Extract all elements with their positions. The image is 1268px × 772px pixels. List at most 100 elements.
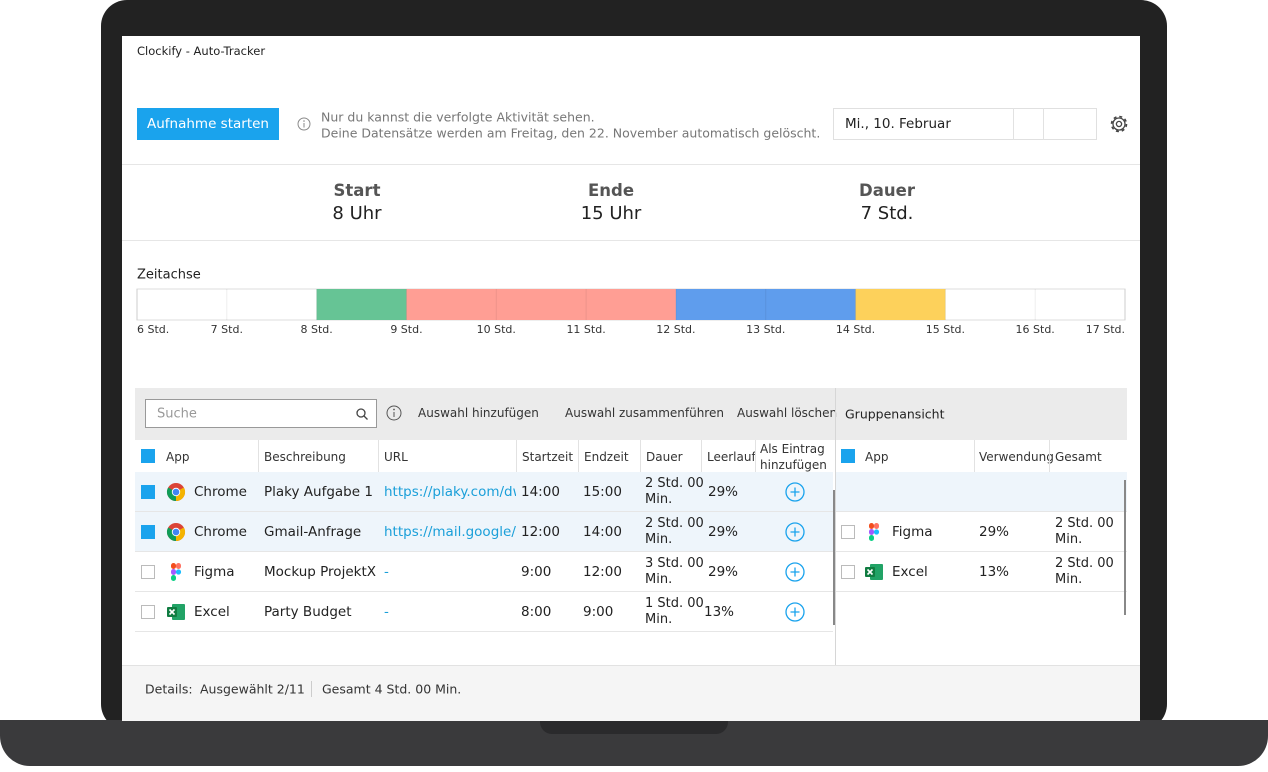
idle: 29%	[708, 484, 739, 500]
timeline-tick-label: 6 Std.	[137, 323, 169, 336]
app-name: Excel	[194, 604, 230, 620]
total: 2 Std. 00 Min.	[1055, 556, 1114, 587]
summary-label: Ende	[587, 181, 635, 200]
end-time: 15:00	[583, 484, 622, 500]
action-button[interactable]: Auswahl löschen	[737, 406, 838, 420]
timeline-segment	[316, 289, 407, 320]
column-header: Beschreibung	[264, 450, 346, 464]
usage: 13%	[979, 564, 1010, 580]
footer-total: Gesamt 4 Std. 00 Min.	[322, 681, 462, 697]
column-header: Startzeit	[522, 450, 574, 464]
duration: 2 Std. 00 Min.	[645, 476, 704, 507]
timeline-title: Zeitachse	[137, 267, 201, 283]
timeline-segment	[855, 289, 946, 320]
end-time: 12:00	[583, 564, 622, 580]
total: 2 Std. 00 Min.	[1055, 516, 1114, 547]
settings-icon[interactable]	[1109, 114, 1129, 134]
timeline-tick-label: 10 Std.	[477, 323, 516, 336]
search-box[interactable]	[145, 399, 377, 428]
date-label: Mi., 10. Februar	[845, 116, 951, 132]
column-header: Als Eintrag hinzufügen	[760, 442, 827, 472]
timeline-tick-label: 12 Std.	[656, 323, 695, 336]
row-checkbox	[841, 525, 855, 539]
summary-value: 15 Uhr	[580, 203, 642, 224]
start-time: 9:00	[521, 564, 552, 580]
date-picker[interactable]	[833, 108, 1097, 140]
app-name: Chrome	[194, 484, 247, 500]
action-button[interactable]: Auswahl zusammenführen	[565, 406, 724, 420]
url: -	[384, 564, 389, 580]
footer-label: Details:	[145, 681, 193, 697]
summary-label: Dauer	[859, 181, 915, 200]
timeline-tick-label: 8 Std.	[300, 323, 332, 336]
row-checkbox	[141, 525, 155, 539]
timeline-tick-label: 16 Std.	[1016, 323, 1055, 336]
app-name: Chrome	[194, 524, 247, 540]
start-button[interactable]: Aufnahme starten	[137, 108, 279, 140]
add-entry-button[interactable]	[785, 482, 805, 506]
notice-line: Deine Datensätze werden am Freitag, den …	[321, 125, 821, 141]
add-entry-button[interactable]	[785, 602, 805, 626]
column-header: Gesamt	[1055, 450, 1102, 464]
end-time: 14:00	[583, 524, 622, 540]
laptop-notch	[540, 720, 728, 734]
column-header: URL	[384, 450, 408, 464]
row-checkbox	[141, 485, 155, 499]
timeline: 6 Std. 7 Std. 8 Std. 9 Std. 10 Std. 11 Std. 12…	[136, 288, 1126, 336]
app-name: Excel	[892, 564, 928, 580]
footer	[122, 665, 1140, 721]
timeline-segment	[406, 289, 676, 320]
row-checkbox	[841, 565, 855, 579]
column-header: Verwendung	[979, 450, 1054, 464]
row-checkbox	[141, 565, 155, 579]
app-icon	[166, 562, 186, 586]
duration: 2 Std. 00 Min.	[645, 516, 704, 547]
app-icon	[864, 522, 884, 546]
screen	[122, 36, 1140, 720]
summary-value: 8 Uhr	[332, 203, 382, 224]
timeline-segment	[675, 289, 856, 320]
column-header: App	[166, 450, 190, 464]
action-button[interactable]: Auswahl hinzufügen	[418, 406, 539, 420]
window-title: Clockify - Auto-Tracker	[137, 44, 266, 58]
app-icon	[864, 562, 884, 586]
idle: 29%	[708, 524, 739, 540]
group-title: Gruppenansicht	[845, 406, 945, 422]
column-header: Leerlauf	[707, 450, 756, 464]
timeline-tick-label: 11 Std.	[566, 323, 605, 336]
description: Plaky Aufgabe 1	[264, 484, 373, 500]
column-header: Endzeit	[584, 450, 629, 464]
url: https://mail.google/..	[384, 524, 516, 540]
info-icon	[386, 405, 402, 421]
idle: 29%	[708, 564, 739, 580]
url: -	[384, 604, 389, 620]
timeline-tick-label: 7 Std.	[211, 323, 243, 336]
timeline-tick-label: 14 Std.	[836, 323, 875, 336]
usage: 29%	[979, 524, 1010, 540]
summary-value: 7 Std.	[860, 203, 914, 224]
description: Gmail-Anfrage	[264, 524, 362, 540]
start-time: 8:00	[521, 604, 552, 620]
row-checkbox	[141, 605, 155, 619]
add-entry-button[interactable]	[785, 522, 805, 546]
start-time: 14:00	[521, 484, 560, 500]
duration: 1 Std. 00 Min.	[645, 596, 704, 627]
summary-label: Start	[333, 181, 381, 200]
add-entry-button[interactable]	[785, 562, 805, 586]
timeline-tick-label: 9 Std.	[390, 323, 422, 336]
timeline-tick-label: 15 Std.	[926, 323, 965, 336]
duration: 3 Std. 00 Min.	[645, 556, 704, 587]
search-icon	[356, 408, 368, 420]
app-icon	[166, 602, 186, 626]
app-name: Figma	[194, 564, 235, 580]
column-header: App	[865, 450, 889, 464]
app-icon	[166, 522, 186, 546]
url: https://plaky.com/dw	[384, 484, 516, 500]
start-time: 12:00	[521, 524, 560, 540]
timeline-tick-label: 13 Std.	[746, 323, 785, 336]
notice-line: Nur du kannst die verfolgte Aktivität se…	[321, 109, 595, 125]
footer-selected: Ausgewählt 2/11	[200, 681, 305, 697]
idle: 13%	[704, 604, 735, 620]
end-time: 9:00	[583, 604, 614, 620]
